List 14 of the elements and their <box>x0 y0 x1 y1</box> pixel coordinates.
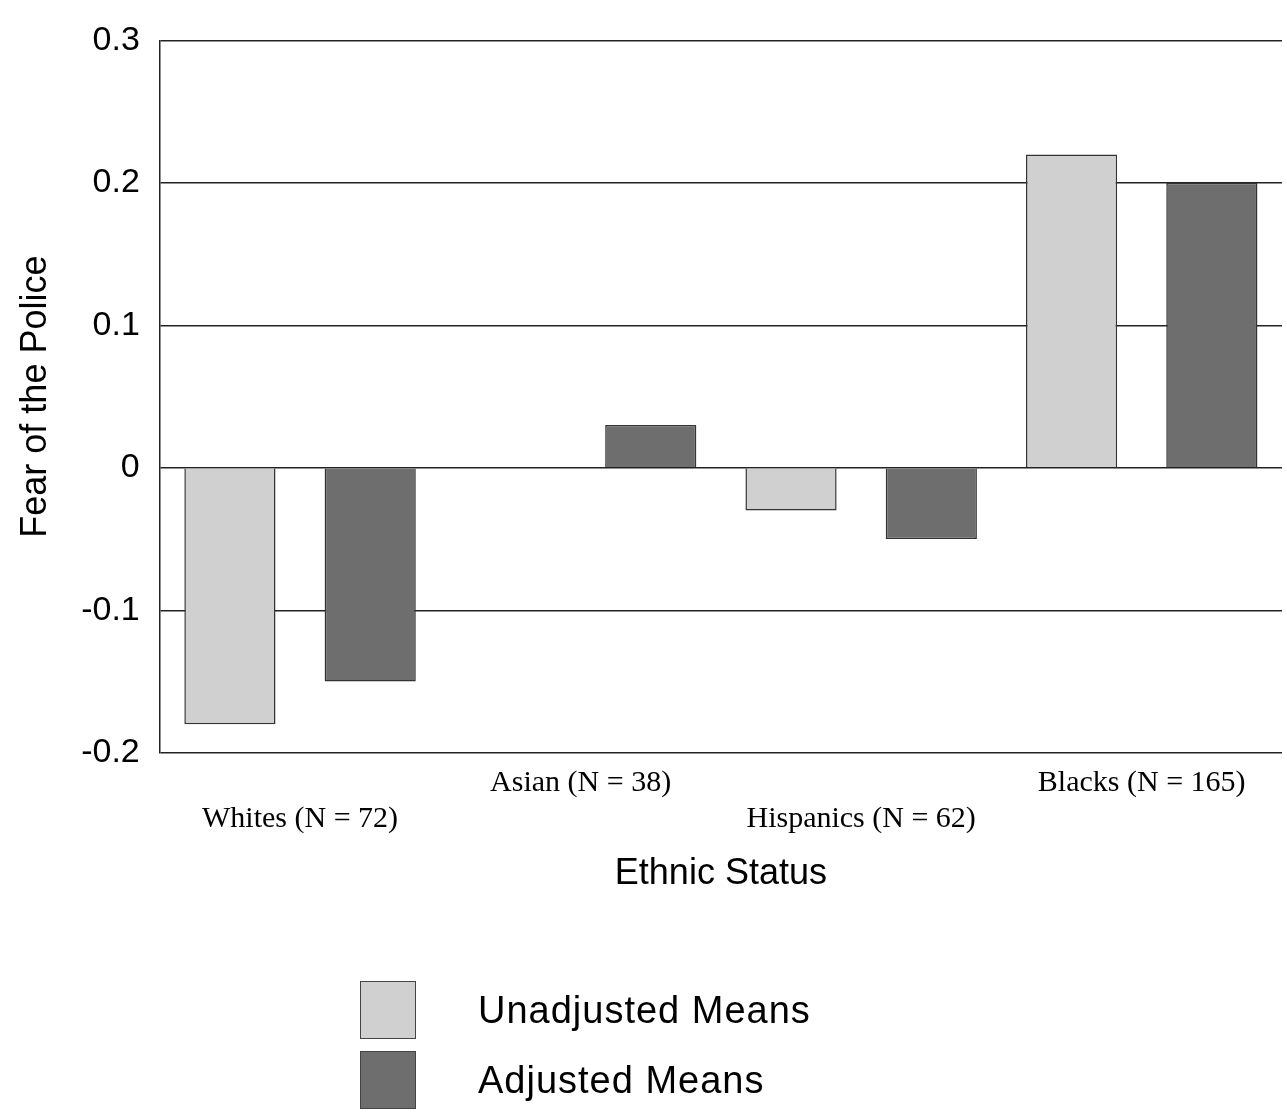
y-tick-label: -0.2 <box>81 731 140 770</box>
y-tick-label: 0 <box>120 446 140 485</box>
x-tick-label: Blacks (N = 165) <box>1037 763 1246 798</box>
x-axis-title: Ethnic Status <box>614 851 827 893</box>
legend-label: Unadjusted Means <box>478 988 811 1032</box>
x-tick-label: Whites (N = 72) <box>202 799 399 834</box>
x-tick-label: Hispanics (N = 62) <box>746 799 976 834</box>
x-tick-label: Asian (N = 38) <box>490 763 672 798</box>
legend-label: Adjusted Means <box>478 1058 765 1102</box>
y-axis-title: Fear of the Police <box>12 255 54 538</box>
y-tick-label: 0.3 <box>92 18 140 57</box>
y-tick-label: 0.1 <box>92 303 140 342</box>
y-tick-label: -0.1 <box>81 588 140 627</box>
y-tick-label: 0.2 <box>92 161 140 200</box>
